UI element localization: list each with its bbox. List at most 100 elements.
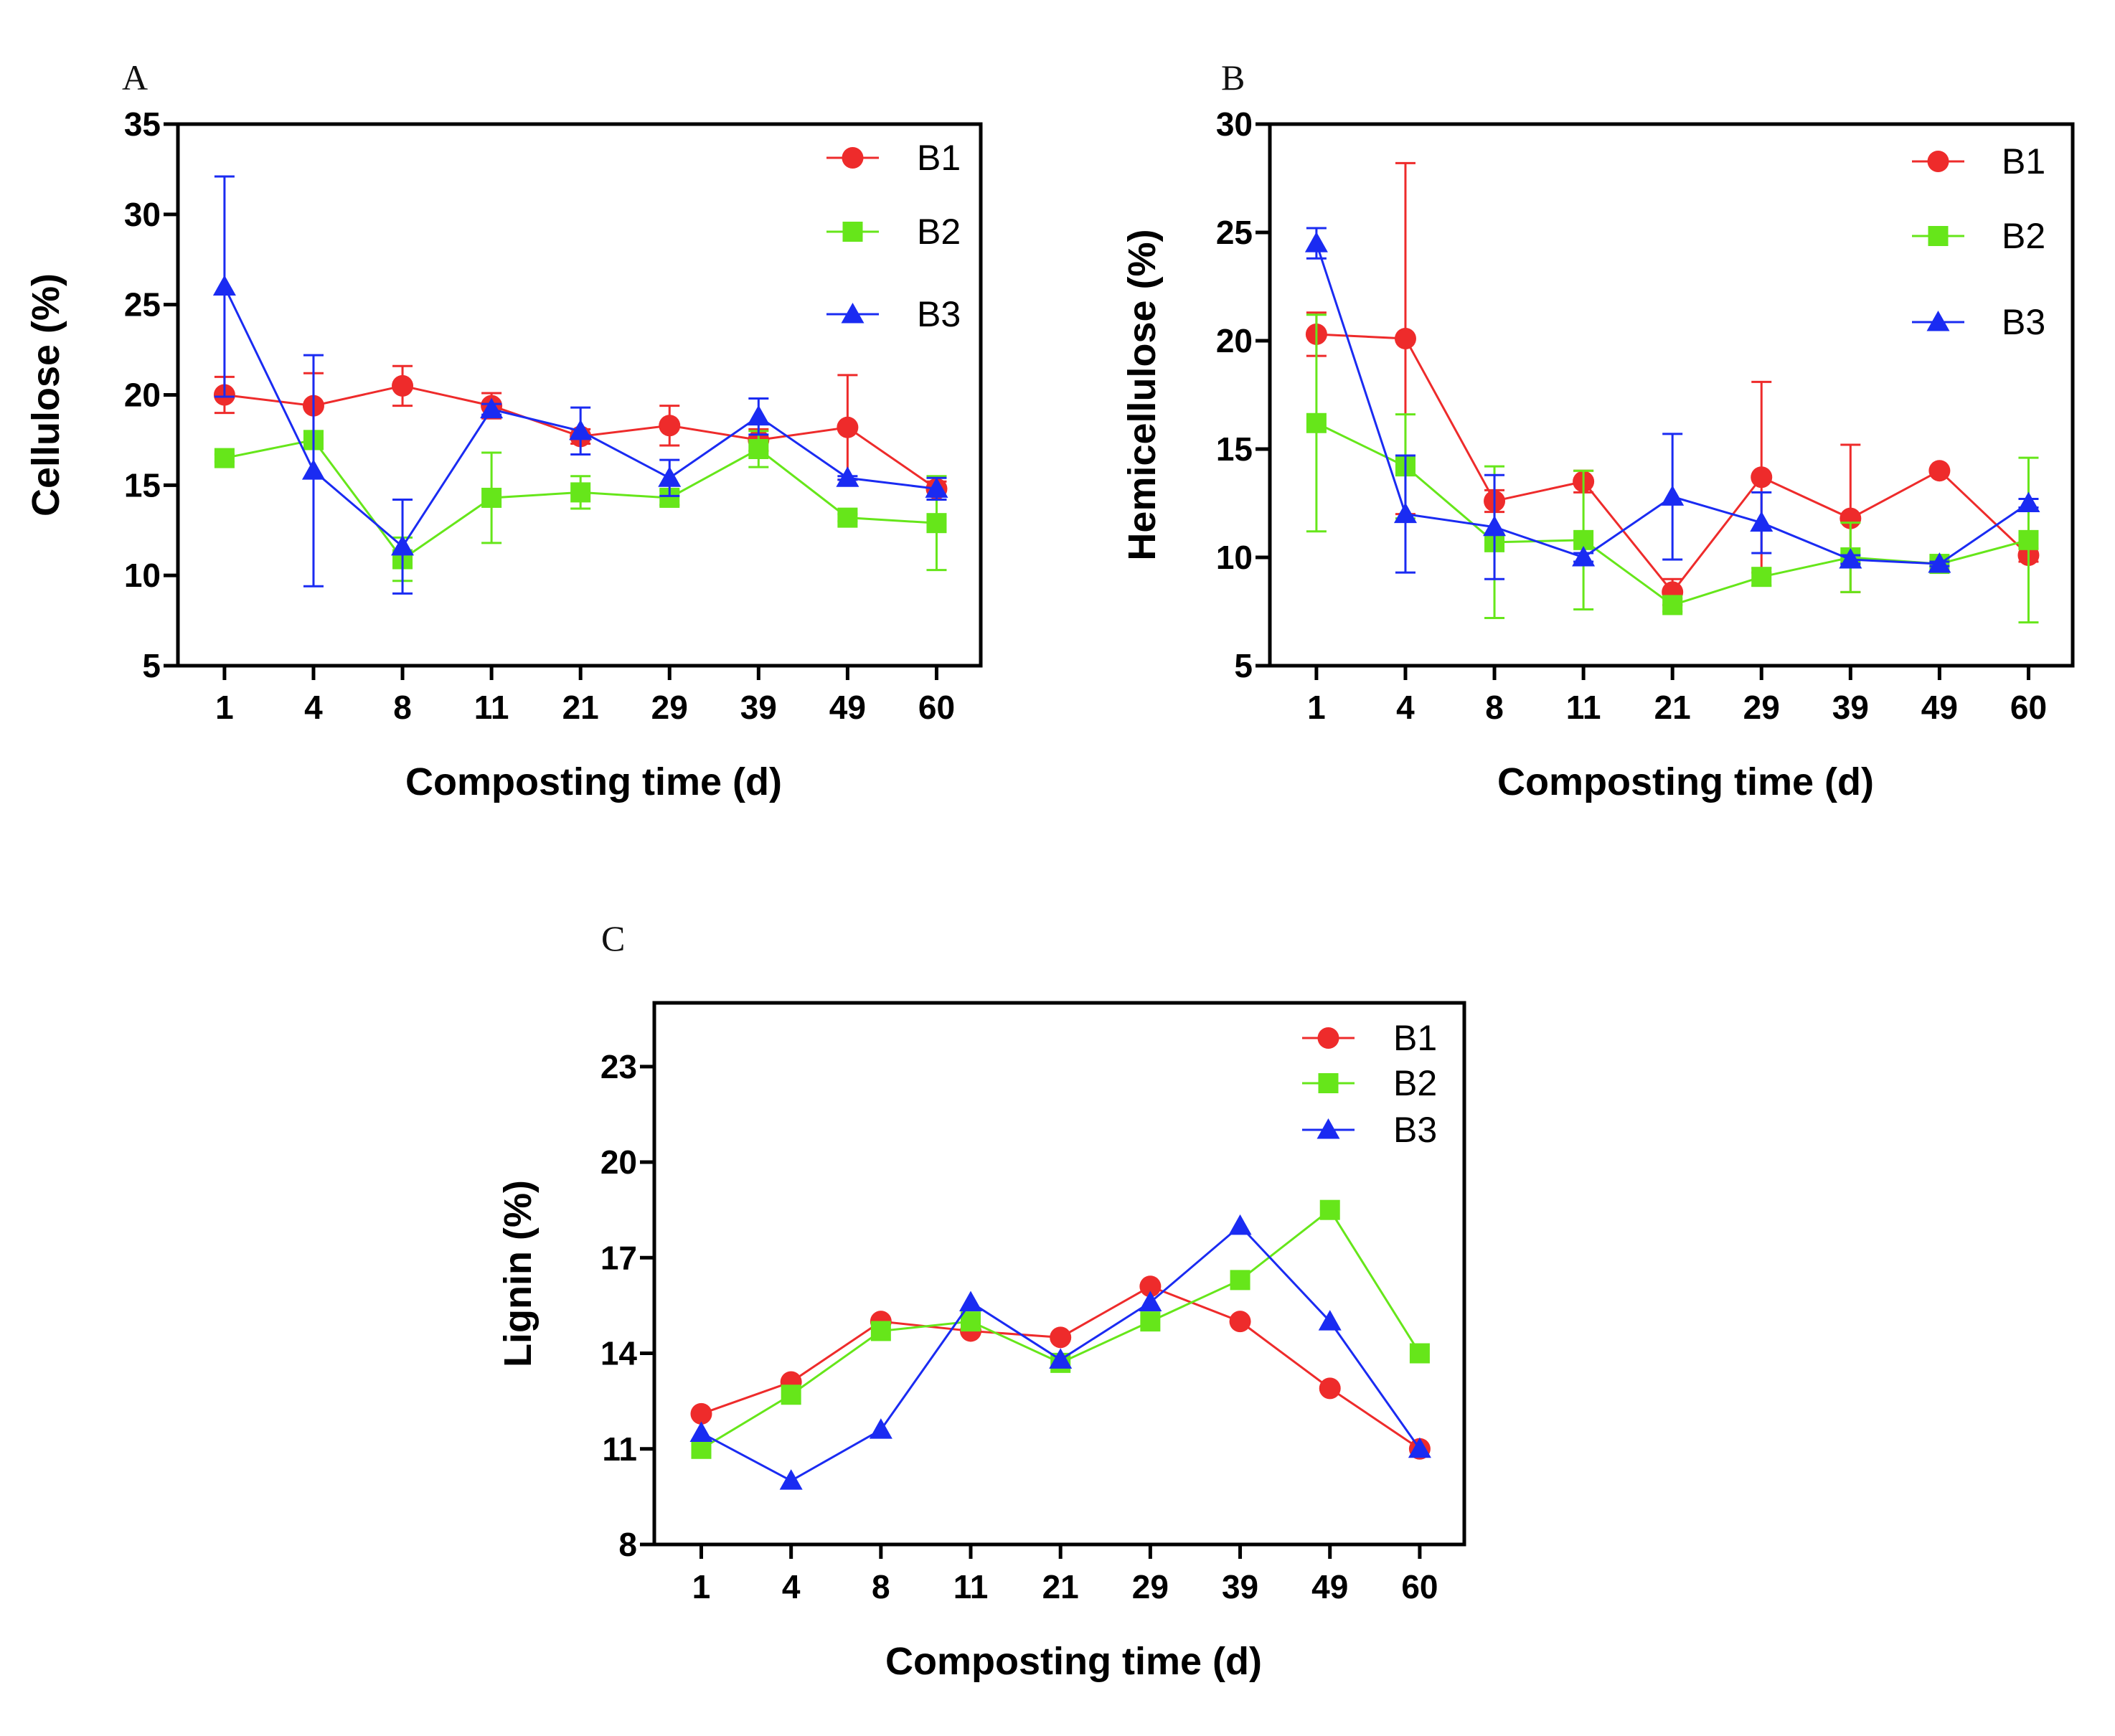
x-tick-label: 1 [215,689,234,726]
legend-label: B2 [917,212,961,252]
data-point [1318,1310,1342,1331]
legend-label: B2 [2002,216,2045,256]
x-axis-title: Composting time (d) [885,1640,1262,1683]
y-tick-label: 20 [600,1143,637,1181]
data-point [690,1402,712,1425]
data-point [1050,1326,1072,1349]
x-tick-label: 1 [1307,689,1326,726]
y-tick-label: 10 [124,557,161,594]
y-tick-label: 35 [124,105,161,143]
data-point [480,397,504,419]
legend-marker [1318,1073,1339,1093]
data-point [659,415,681,437]
x-tick-label: 29 [651,689,688,726]
x-tick-label: 4 [304,689,323,726]
data-point [1229,1311,1251,1333]
data-point [214,448,235,468]
legend-label: B3 [2002,302,2045,342]
data-point [1394,327,1416,349]
data-point [1750,511,1774,532]
legend-entry-b2: B2 [1302,1063,1437,1103]
x-tick-label: 11 [474,689,509,726]
data-point [1319,1377,1341,1400]
legend-marker [842,147,864,169]
y-tick-label: 15 [124,466,161,504]
legend-marker [842,222,863,242]
legend-entry-b1: B1 [1912,141,2045,181]
data-point [747,405,771,426]
x-tick-label: 60 [918,689,955,726]
x-tick-label: 8 [1485,689,1504,726]
y-tick-label: 15 [1216,430,1253,468]
legend-label: B3 [917,294,961,334]
y-tick-label: 8 [618,1526,637,1563]
y-tick-label: 23 [600,1048,637,1085]
panel-letter: C [601,918,625,958]
series-b3 [212,175,948,595]
legend-entry-b3: B3 [1302,1110,1437,1150]
data-point [926,513,947,534]
y-tick-label: 5 [142,647,161,684]
x-tick-label: 39 [740,689,777,726]
legend-entry-b3: B3 [826,294,961,334]
data-point [2018,529,2039,550]
legend-label: B1 [1393,1018,1437,1058]
y-tick-label: 25 [124,286,161,324]
data-point [1140,1311,1161,1332]
x-tick-label: 21 [1042,1568,1079,1605]
data-point [837,416,859,438]
x-tick-label: 60 [2010,689,2047,726]
x-tick-label: 8 [872,1568,890,1605]
data-point [1661,485,1685,506]
x-tick-label: 11 [953,1568,989,1605]
data-point [569,419,593,440]
x-axis-title: Composting time (d) [1497,760,1874,803]
data-point [1049,1348,1073,1369]
data-point [691,1438,712,1459]
y-axis-title: Cellulose (%) [24,273,67,516]
data-point [301,459,325,480]
x-tick-label: 21 [562,689,599,726]
legend-label: B1 [2002,141,2045,181]
y-tick-label: 11 [602,1430,637,1468]
legend-entry-b1: B1 [1302,1018,1437,1058]
data-point [1928,552,1951,573]
y-tick-label: 5 [1234,647,1253,684]
data-point [1228,1214,1252,1235]
y-tick-label: 30 [1216,105,1253,143]
y-tick-label: 17 [600,1239,637,1276]
data-point [748,439,769,459]
data-point [212,275,236,296]
data-point [779,1469,803,1490]
data-point [870,1321,891,1341]
x-tick-label: 39 [1222,1568,1258,1605]
y-tick-label: 25 [1216,214,1253,251]
data-point [1751,567,1772,588]
data-point [837,507,858,528]
data-point [392,374,414,397]
data-point [961,1311,981,1332]
legend-marker [1926,311,1950,331]
y-axis-title: Lignin (%) [496,1180,540,1367]
y-tick-label: 14 [600,1335,638,1372]
y-tick-label: 30 [124,196,161,233]
legend-entry-b2: B2 [826,212,961,252]
x-tick-label: 49 [829,689,866,726]
legend-marker [1317,1027,1339,1049]
series-b3 [689,1214,1431,1490]
legend-marker [1928,226,1949,246]
x-tick-label: 29 [1132,1568,1169,1605]
data-point [1572,546,1596,567]
data-point [2017,491,2040,512]
data-point [1662,595,1683,615]
legend-entry-b1: B1 [826,138,961,178]
data-point [1139,1291,1162,1311]
data-point [959,1291,983,1311]
data-point [1751,466,1773,489]
data-point [836,466,859,487]
panel-b: B 5 10 15 20 25 30 1 4 8 11 21 29 39 49 60 Composting ti… [1121,57,2075,803]
